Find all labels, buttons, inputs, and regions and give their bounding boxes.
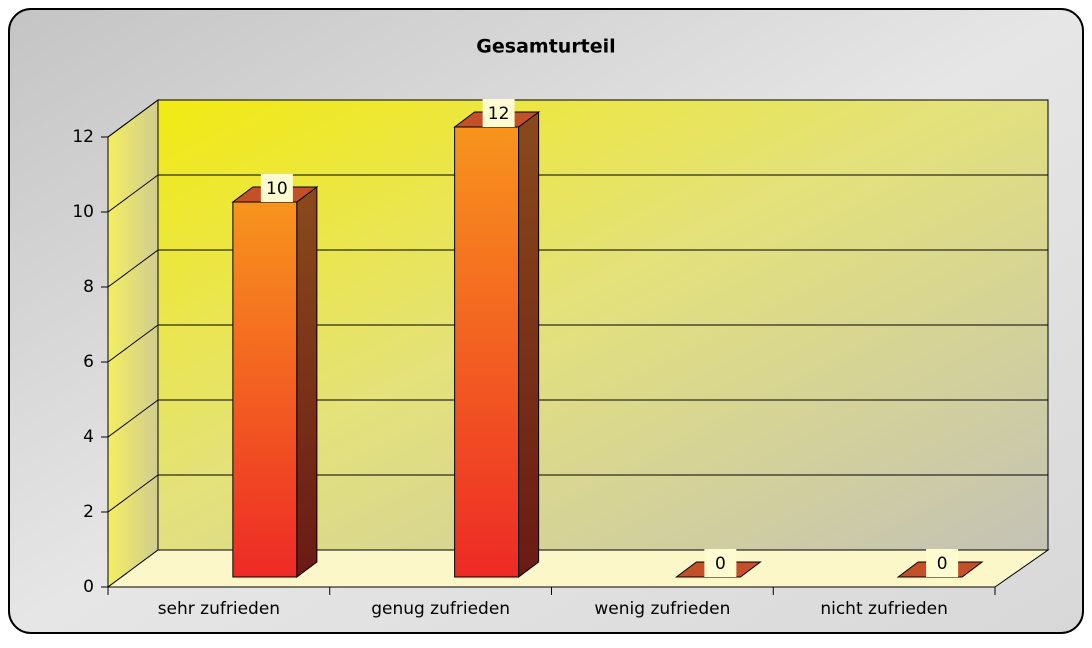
grid-line [107,324,159,363]
x-tick-label: wenig zufrieden [594,599,730,619]
grid-line [107,174,159,213]
y-tick-label: 10 [72,202,94,222]
grid-line [107,399,159,438]
value-label-box [260,174,293,202]
value-label-box [482,99,515,127]
x-tick-label: genug zufrieden [371,599,510,619]
y-tick-label: 2 [83,502,94,522]
value-label: 0 [715,554,726,574]
y-tick-label: 8 [83,277,94,297]
bar [454,126,520,578]
y-tick-label: 6 [83,352,94,372]
value-label: 10 [266,179,288,199]
y-tick-label: 12 [72,127,94,147]
y-tick-label: 4 [83,427,94,447]
value-label: 12 [488,104,510,124]
grid-line [107,99,159,138]
grid-line [107,474,159,513]
bar [232,201,298,578]
value-label-box [926,549,959,577]
value-label: 0 [937,554,948,574]
chart-title: Gesamturteil [476,36,615,58]
bar-side [296,186,318,578]
x-tick-label: nicht zufrieden [820,599,948,619]
value-label-box [704,549,737,577]
y-tick-label: 0 [83,577,94,597]
grid-line [107,249,159,288]
x-tick-label: sehr zufrieden [158,599,280,619]
bar-side [518,111,540,578]
